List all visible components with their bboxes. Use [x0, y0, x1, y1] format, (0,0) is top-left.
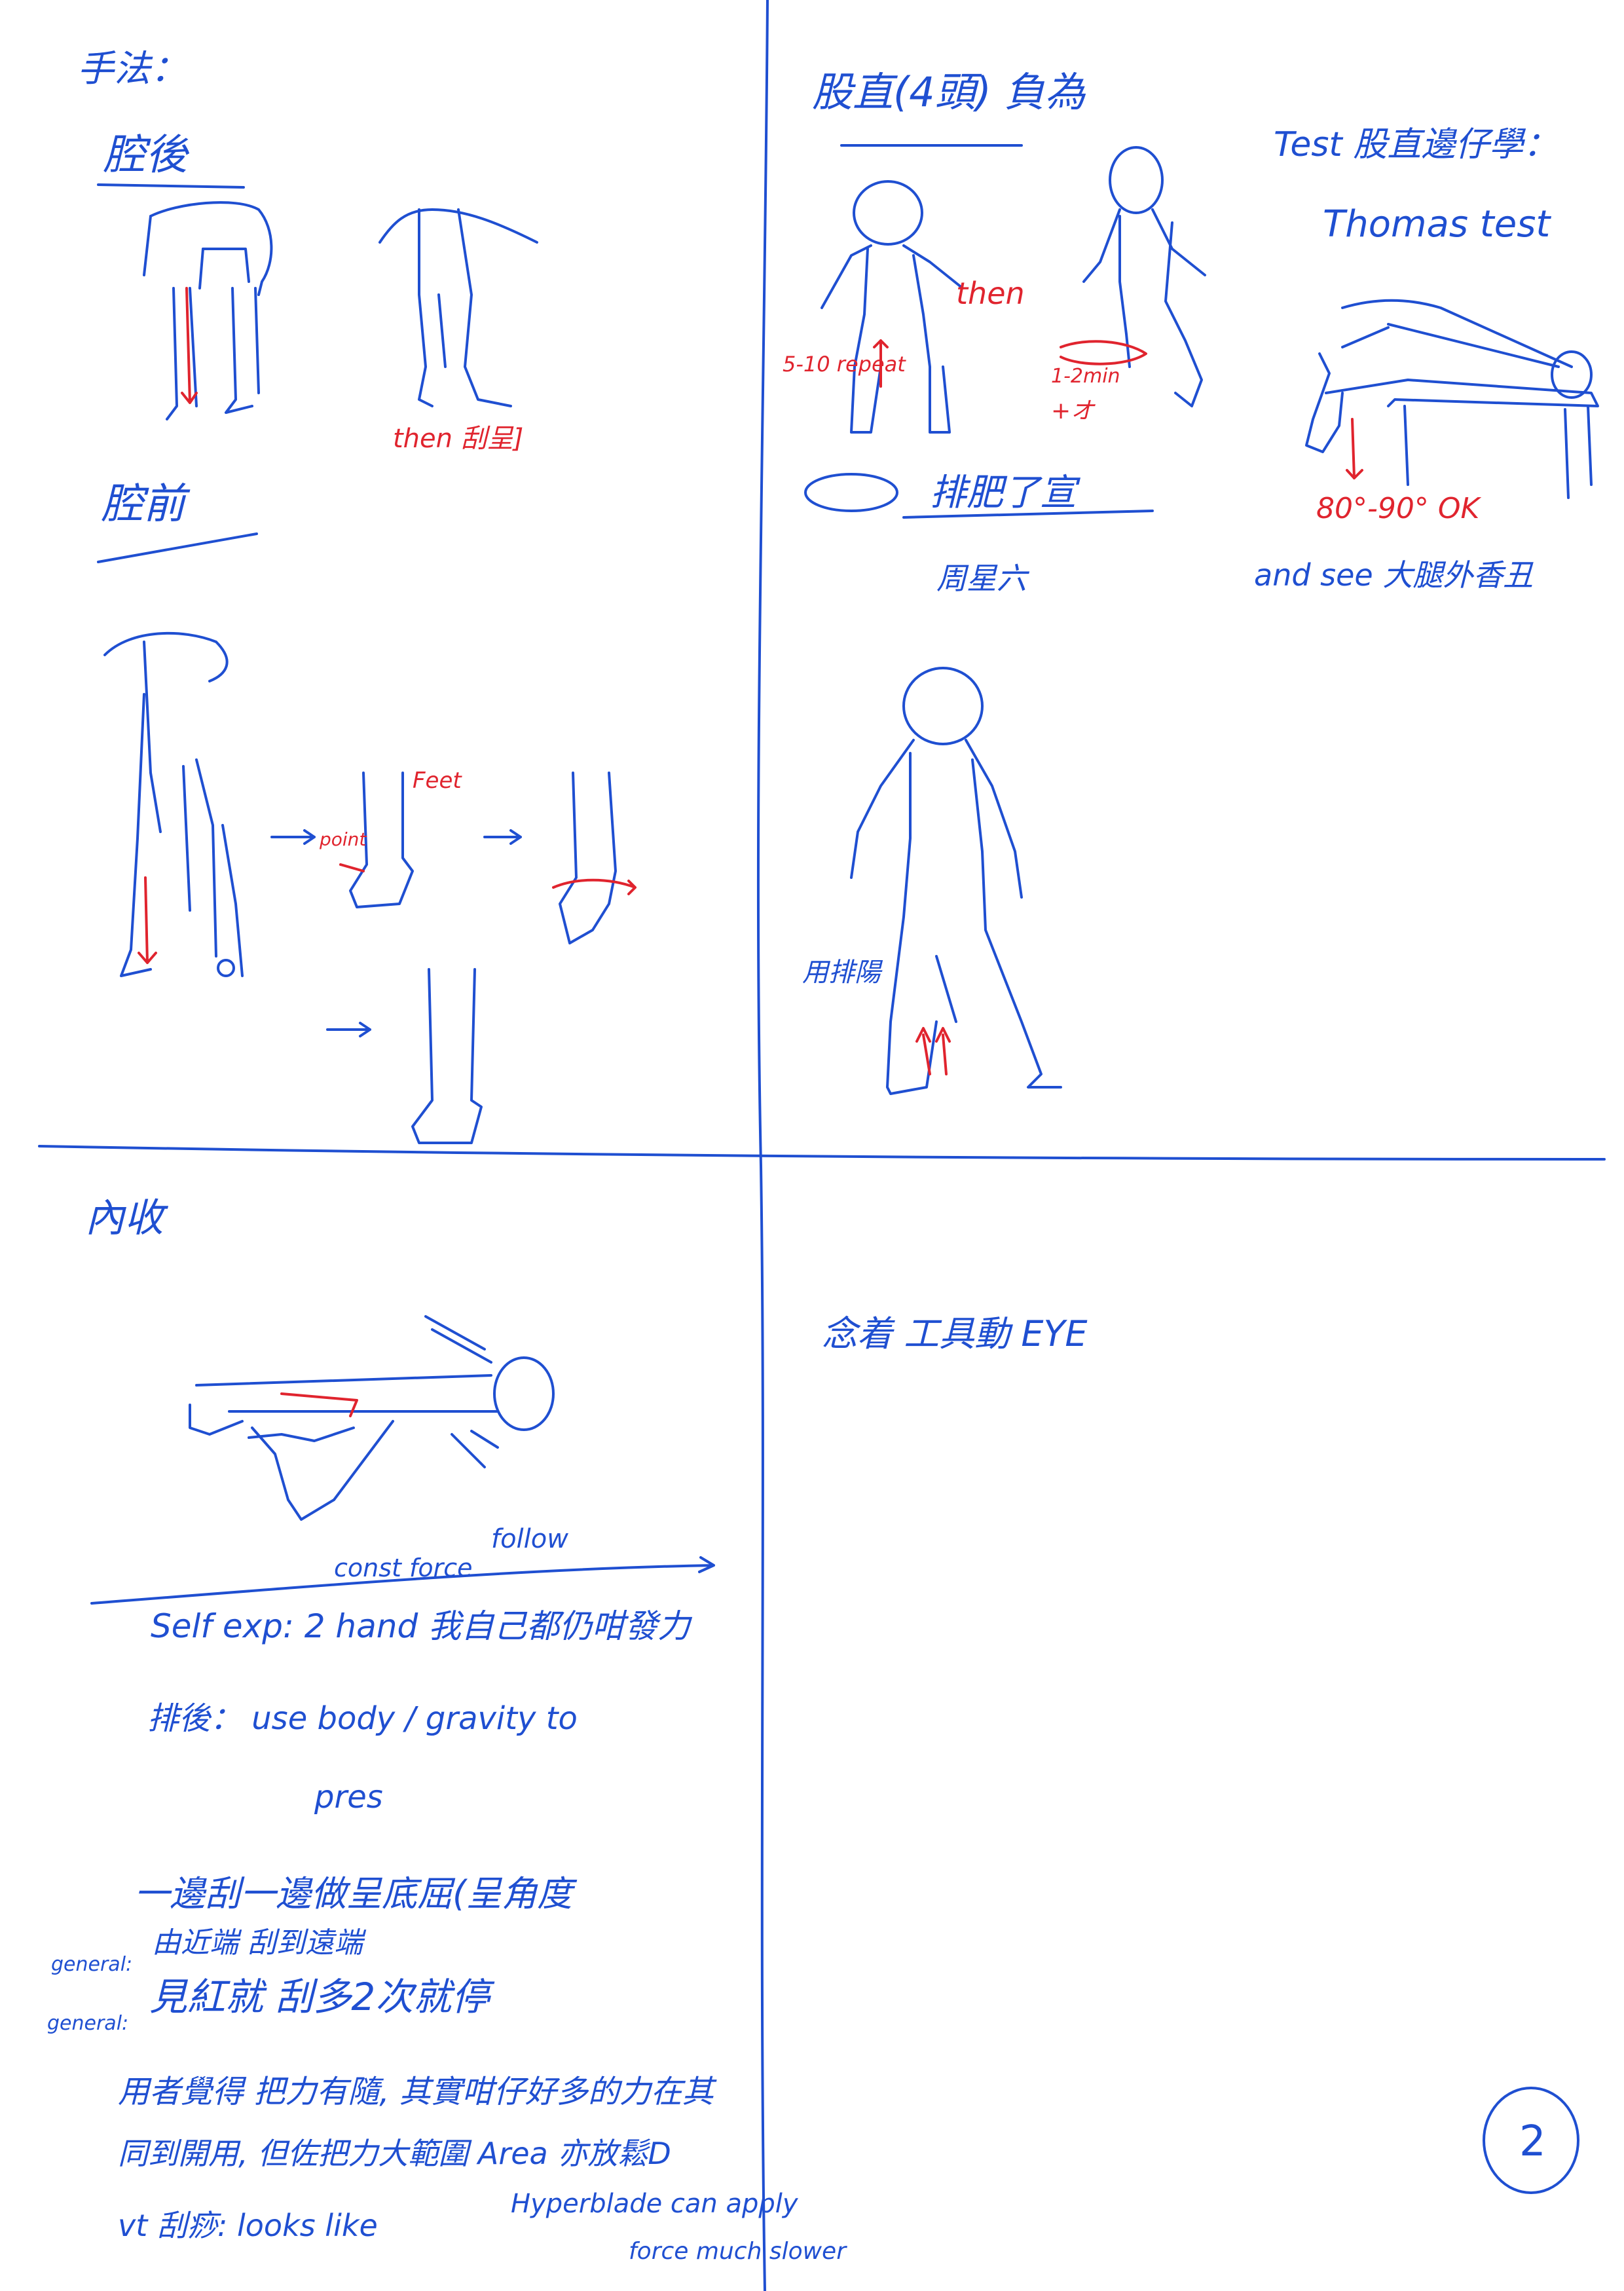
heading-calf-back: 腔後	[103, 131, 187, 179]
range-right-2: +オ	[1051, 398, 1095, 424]
heading-rectus-femoris: 股直(4頭) 負為	[812, 68, 1086, 116]
arrow-3	[326, 1022, 371, 1037]
test-heading: Test 股直邊仔學：	[1274, 125, 1558, 164]
thomas-test-label: Thomas test	[1323, 203, 1551, 246]
note-line-5: 同到開用, 但佐把力大範圍 Area 亦放鬆D	[118, 2136, 671, 2171]
calf-back-note: then 刮呈]	[393, 424, 524, 454]
lateral-scribble	[804, 473, 898, 512]
calf-front-underline	[97, 532, 258, 563]
lateral-label: 排肥了宣	[930, 472, 1077, 514]
general-label-2: general:	[47, 2012, 129, 2035]
calf-back-underline	[97, 183, 245, 189]
thomas-angle: 80°-90° OK	[1316, 492, 1480, 525]
horizontal-divider	[38, 1145, 1606, 1161]
lateral-figure	[850, 667, 1062, 1095]
foot-sketch-3	[411, 968, 483, 1144]
rectus-figure-1	[821, 180, 964, 434]
lateral-sub: 周星六	[936, 561, 1027, 596]
heading-adduction: 內收	[85, 1195, 164, 1241]
paixiao-line: 排後： use body / gravity to	[147, 1700, 578, 1737]
hyperblade-line-2: force much slower	[629, 2238, 846, 2265]
general-text-1: 由近端 刮到遠端	[152, 1926, 363, 1960]
follow-label: follow	[491, 1524, 568, 1554]
red-arrow-calf-back	[181, 287, 198, 404]
page-number: 2	[1519, 2117, 1546, 2166]
heading-calf-front: 腔前	[101, 480, 185, 529]
red-arrow-lateral	[915, 1027, 951, 1075]
red-scribble-rectus-2	[1060, 340, 1147, 365]
thomas-test-sketch	[1305, 299, 1599, 499]
vertical-divider	[756, 0, 769, 2291]
then-label: then	[956, 276, 1025, 311]
and-see-note: and see 大腿外香丑	[1254, 557, 1534, 593]
front-annotation-feet: Feet	[413, 768, 462, 794]
calf-back-figure-2	[378, 208, 538, 407]
arrow-1	[270, 829, 316, 845]
range-right: 1-2min	[1051, 365, 1120, 388]
calf-front-figure	[103, 631, 244, 977]
rectus-figure-2	[1082, 146, 1206, 407]
range-left: 5-10 repeat	[783, 352, 906, 377]
general-label-1: general:	[51, 1953, 133, 1976]
red-arrow-adductor	[280, 1392, 358, 1417]
vt-line: vt 刮痧: looks like	[118, 2208, 378, 2243]
general-text-2: 見紅就 刮多2次就停	[149, 1975, 490, 2019]
page-number-circle	[1483, 2087, 1579, 2194]
front-annotation-point: point	[320, 829, 367, 850]
note-line-4: 用者覺得 把力有隨, 其實咁仔好多的力在其	[118, 2074, 714, 2110]
foot-sketch-2	[559, 772, 617, 944]
arrow-2	[483, 829, 522, 845]
foot-sketch-1	[349, 772, 414, 908]
const-force-label: const force	[334, 1554, 473, 1582]
red-arrow-rectus-1	[873, 339, 889, 388]
heading-technique: 手法：	[77, 48, 187, 90]
lateral-underline	[902, 510, 1154, 519]
note-line-1: 一邊刮一邊做呈底屈(呈角度	[134, 1873, 573, 1914]
tool-note: 念着 工具動 EYE	[822, 1313, 1088, 1354]
calf-back-figure-1	[143, 201, 273, 420]
hyperblade-line: Hyperblade can apply	[511, 2189, 798, 2219]
red-arrow-foot	[339, 863, 365, 872]
red-arrow-thomas	[1346, 418, 1363, 479]
posture-label: 用排陽	[802, 958, 881, 988]
press-line: pres	[314, 1779, 383, 1816]
red-arrow-calf-front	[138, 876, 157, 964]
self-exp-line	[90, 1556, 715, 1605]
self-exp-line-text: Self exp: 2 hand 我自己都仍咁發力	[151, 1607, 691, 1645]
red-twist-foot-2	[552, 878, 637, 895]
adductor-figure	[189, 1315, 555, 1521]
